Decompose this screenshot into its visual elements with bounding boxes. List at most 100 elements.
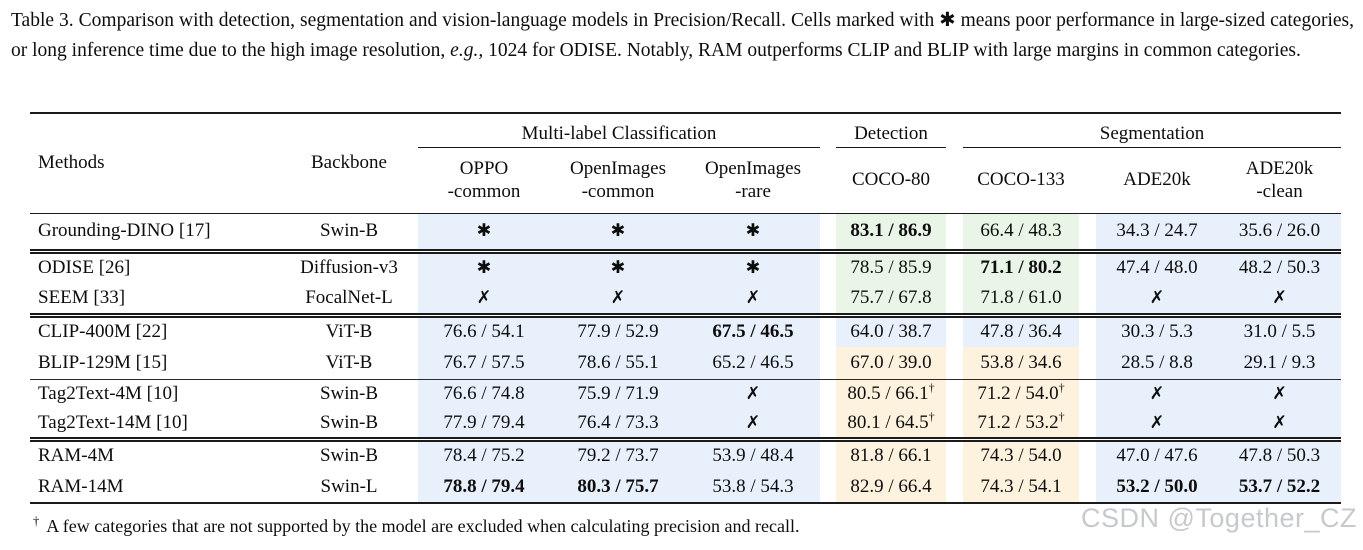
- gutter: [820, 471, 836, 503]
- watermark-text: CSDN @Together_CZ: [1081, 503, 1357, 533]
- method-cell: RAM-4M: [30, 436, 280, 471]
- value-cell: 75.7 / 67.8: [836, 283, 946, 315]
- value-cell: 77.9 / 52.9: [550, 312, 686, 347]
- value-cell: 30.3 / 5.3: [1096, 312, 1218, 347]
- value-cell: 28.5 / 8.8: [1096, 347, 1218, 379]
- table-row: Grounding-DINO [17] Swin-B ✱ ✱ ✱ 83.1 / 86.9 6…: [30, 213, 1342, 251]
- value-cell: 47.0 / 47.6: [1096, 436, 1218, 471]
- table-footnote: † A few categories that are not supported…: [33, 514, 799, 537]
- col-header-ade20k-clean: ADE20k -clean: [1245, 157, 1314, 202]
- value-cell: 34.3 / 24.7: [1096, 213, 1218, 251]
- results-table-wrapper: Methods Backbone Multi-label Classificatio…: [30, 112, 1342, 504]
- backbone-cell: Swin-B: [319, 411, 379, 433]
- value-cell: ✗: [1218, 378, 1342, 409]
- caption-part2: 1024 for ODISE. Notably, RAM outperforms…: [483, 39, 1301, 61]
- method-cell: Tag2Text-14M [10]: [38, 411, 188, 433]
- dagger-symbol: †: [33, 514, 40, 528]
- col-header-methods: Methods: [38, 152, 105, 174]
- gutter: [946, 113, 963, 213]
- value-cell: 53.8 / 54.3: [686, 471, 820, 503]
- value-cell: 67.5 / 46.5: [686, 312, 820, 347]
- gutter: [1079, 147, 1096, 213]
- col-header-openimages-rare: OpenImages -rare: [704, 157, 802, 202]
- col-header-ade20k: ADE20k: [1123, 169, 1191, 191]
- method-cell: BLIP-129M [15]: [38, 351, 168, 373]
- table-row: CLIP-400M [22] ViT-B 76.6 / 54.1 77.9 / 52.…: [30, 312, 1342, 347]
- table-row: SEEM [33] FocalNet-L ✗ ✗ ✗ 75.7 / 67.8 71.8 / …: [30, 283, 1342, 315]
- method-cell: Tag2Text-4M [10]: [30, 378, 280, 409]
- results-table: Methods Backbone Multi-label Classificatio…: [30, 112, 1342, 504]
- value-cell: 76.6 / 54.1: [418, 312, 550, 347]
- value-cell: 53.2 / 50.0: [1096, 471, 1218, 503]
- table-row: BLIP-129M [15] ViT-B 76.7 / 57.5 78.6 / 55.…: [30, 347, 1342, 379]
- value-cell: 53.9 / 48.4: [686, 436, 820, 471]
- value-cell: 80.3 / 75.7: [550, 471, 686, 503]
- col-header-coco-80: COCO-80: [851, 169, 931, 191]
- value-cell: 78.6 / 55.1: [550, 347, 686, 379]
- value-cell: ✗: [418, 283, 550, 315]
- table-row: RAM-14M Swin-L 78.8 / 79.4 80.3 / 75.7 53.8 …: [30, 471, 1342, 503]
- value-cell: 83.1 / 86.9: [836, 213, 946, 251]
- value-cell: ✗: [1096, 378, 1218, 409]
- value-cell: 29.1 / 9.3: [1218, 347, 1342, 379]
- gutter: [820, 213, 836, 251]
- value-cell: 47.4 / 48.0: [1096, 248, 1218, 283]
- table-row: RAM-4M Swin-B 78.4 / 75.2 79.2 / 73.7 53.9 /…: [30, 436, 1342, 471]
- gutter: [946, 248, 963, 283]
- value-cell: ✱: [686, 213, 820, 251]
- backbone-cell: FocalNet-L: [305, 286, 393, 308]
- backbone-cell: Swin-B: [280, 436, 418, 471]
- value-cell: 71.1 / 80.2: [963, 248, 1079, 283]
- caption-italic-eg: e.g.,: [450, 39, 484, 61]
- value-cell: 77.9 / 79.4: [418, 409, 550, 439]
- gutter: [1079, 378, 1096, 409]
- value-cell: ✱: [550, 213, 686, 251]
- gutter: [820, 283, 836, 315]
- gutter: [1079, 283, 1096, 315]
- col-header-openimages-common: OpenImages -common: [569, 157, 667, 202]
- gutter: [820, 113, 836, 213]
- gutter: [1079, 347, 1096, 379]
- value-cell: ✱: [418, 213, 550, 251]
- gutter: [1079, 436, 1096, 471]
- value-cell: ✗: [1096, 283, 1218, 315]
- method-cell: Grounding-DINO [17]: [38, 220, 211, 241]
- gutter: [946, 283, 963, 315]
- value-cell: 71.8 / 61.0: [963, 283, 1079, 315]
- value-cell: 47.8 / 50.3: [1218, 436, 1342, 471]
- value-cell: 71.2 / 54.0†: [963, 378, 1079, 409]
- col-header-backbone: Backbone: [311, 152, 387, 174]
- value-cell: ✗: [686, 409, 820, 439]
- table-row: Tag2Text-14M [10] Swin-B 77.9 / 79.4 76.4 /…: [30, 409, 1342, 439]
- footnote-text: A few categories that are not supported …: [46, 516, 800, 536]
- value-cell: ✗: [686, 378, 820, 409]
- value-cell: 80.5 / 66.1†: [836, 378, 946, 409]
- table-caption: Table 3. Comparison with detection, segm…: [11, 6, 1354, 65]
- method-cell: SEEM [33]: [38, 286, 126, 308]
- value-cell: 66.4 / 48.3: [963, 213, 1079, 251]
- backbone-cell: Diffusion-v3: [280, 248, 418, 283]
- value-cell: 76.7 / 57.5: [418, 347, 550, 379]
- value-cell: ✱: [686, 248, 820, 283]
- gutter: [1079, 409, 1096, 439]
- value-cell: ✗: [686, 283, 820, 315]
- gutter: [820, 248, 836, 283]
- gutter: [1079, 213, 1096, 251]
- backbone-cell: Swin-L: [320, 475, 378, 497]
- value-cell: 74.3 / 54.0: [963, 436, 1079, 471]
- value-cell: 76.4 / 73.3: [550, 409, 686, 439]
- value-cell: 64.0 / 38.7: [836, 312, 946, 347]
- value-cell: 78.4 / 75.2: [418, 436, 550, 471]
- value-cell: 75.9 / 71.9: [550, 378, 686, 409]
- gutter: [820, 347, 836, 379]
- value-cell: ✱: [550, 248, 686, 283]
- value-cell: ✗: [1096, 409, 1218, 439]
- value-cell: 82.9 / 66.4: [836, 471, 946, 503]
- table-row: ODISE [26] Diffusion-v3 ✱ ✱ ✱ 78.5 / 85.9 71.1…: [30, 248, 1342, 283]
- gutter: [946, 409, 963, 439]
- value-cell: 71.2 / 53.2†: [963, 409, 1079, 439]
- group-header-detection: Detection: [836, 113, 946, 148]
- value-cell: 80.1 / 64.5†: [836, 409, 946, 439]
- value-cell: ✗: [1218, 409, 1342, 439]
- value-cell: 74.3 / 54.1: [963, 471, 1079, 503]
